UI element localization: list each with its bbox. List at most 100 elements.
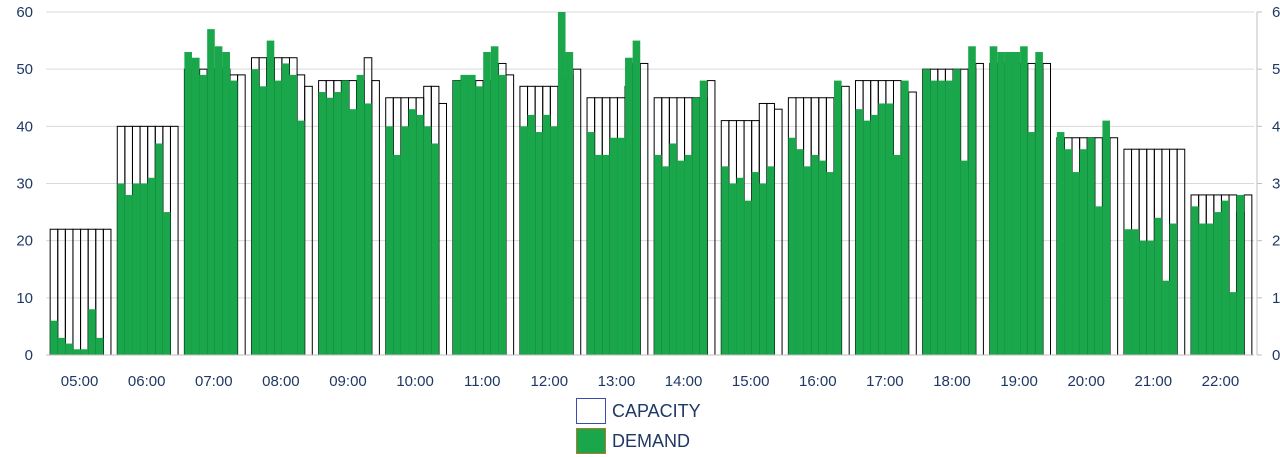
demand-bar: [1161, 280, 1170, 355]
demand-bar: [878, 103, 886, 355]
demand-bar: [162, 212, 171, 355]
demand-bar: [751, 172, 760, 355]
y-tick-label: 40: [16, 118, 33, 135]
x-tick-label: 21:00: [1135, 373, 1173, 390]
x-tick-label: 11:00: [464, 373, 500, 390]
demand-bar: [535, 132, 543, 355]
demand-bar: [1094, 206, 1103, 355]
y-tick-label: 30: [16, 176, 33, 193]
capacity-bar: [438, 102, 448, 356]
demand-bar: [1102, 120, 1111, 355]
y-tick-label: 10: [16, 290, 33, 307]
demand-bar: [289, 74, 298, 355]
demand-bar: [632, 40, 641, 355]
capacity-bar: [72, 228, 82, 356]
capacity-bar: [773, 108, 783, 356]
demand-bar: [997, 52, 1005, 356]
demand-bar: [349, 109, 357, 355]
demand-bar: [870, 114, 879, 356]
y2-tick-label: 3: [1272, 176, 1280, 193]
legend-swatch-demand: [576, 428, 606, 454]
demand-bar: [318, 92, 327, 356]
capacity-bar: [237, 74, 246, 356]
demand-bar: [490, 46, 499, 356]
demand-bar: [498, 74, 507, 355]
demand-bar: [728, 183, 737, 355]
x-tick-label: 14:00: [665, 373, 703, 390]
y2-tick-label: 6: [1272, 4, 1280, 21]
demand-bar: [594, 154, 603, 355]
demand-bar: [266, 40, 275, 355]
x-axis: 05:00 06:00 07:00 08:00 09:00 10:00 11:00 12:00…: [46, 354, 1254, 390]
demand-bar: [1206, 223, 1214, 355]
demand-bar: [953, 69, 961, 356]
demand-bar: [557, 12, 566, 355]
demand-bar: [326, 97, 334, 355]
capacity-bar: [1042, 62, 1052, 356]
demand-bar: [117, 183, 125, 355]
demand-bar: [1221, 200, 1230, 355]
demand-bar: [676, 160, 685, 355]
demand-bars: [50, 12, 1245, 356]
legend-label-capacity: CAPACITY: [612, 400, 701, 421]
demand-bar: [1012, 52, 1021, 356]
demand-bar: [1198, 223, 1207, 355]
demand-bar: [1004, 52, 1013, 356]
demand-bar: [222, 52, 230, 356]
x-tick-label: 19:00: [1000, 373, 1038, 390]
y-axis-right: 0 1 2 3 4 5 6: [1256, 4, 1280, 364]
legend-item-demand: DEMAND: [576, 426, 701, 456]
demand-bar: [393, 154, 401, 355]
demand-bar: [759, 183, 767, 355]
demand-bar: [72, 349, 81, 355]
demand-bar: [251, 69, 260, 356]
capacity-bar: [1176, 148, 1186, 356]
y2-tick-label: 1: [1272, 290, 1280, 307]
demand-bar: [565, 52, 574, 356]
capacity-bar: [975, 62, 984, 356]
demand-bar: [550, 126, 558, 355]
x-tick-label: 17:00: [866, 373, 904, 390]
demand-bar: [684, 154, 693, 355]
demand-bar: [893, 154, 902, 355]
demand-bar: [416, 114, 424, 356]
demand-bar: [1035, 52, 1043, 356]
capacity-bar: [572, 68, 582, 356]
demand-bar: [80, 349, 89, 355]
demand-bar: [901, 80, 909, 355]
demand-bar: [721, 166, 729, 355]
capacity-bar: [80, 228, 89, 356]
demand-bar: [460, 74, 469, 355]
demand-bar: [147, 177, 156, 355]
demand-bar: [542, 114, 551, 356]
demand-bar: [408, 109, 417, 355]
demand-bar: [625, 57, 633, 355]
demand-bar: [1087, 137, 1095, 355]
demand-bar: [803, 166, 812, 355]
demand-bar: [385, 126, 394, 355]
demand-bar: [475, 86, 484, 356]
x-tick-label: 20:00: [1067, 373, 1105, 390]
demand-bar: [155, 143, 163, 355]
demand-bar: [1236, 194, 1245, 355]
demand-bar: [229, 80, 238, 355]
y2-tick-label: 4: [1272, 118, 1280, 135]
capacity-bar: [95, 228, 104, 356]
demand-bar: [811, 154, 819, 355]
demand-bar: [356, 74, 365, 355]
demand-bar: [132, 183, 141, 355]
demand-bar: [1213, 212, 1222, 355]
demand-bar: [184, 52, 192, 356]
demand-bar: [930, 80, 938, 355]
demand-bar: [885, 103, 894, 355]
legend-label-demand: DEMAND: [612, 430, 691, 451]
demand-bar: [587, 132, 595, 355]
capacity-bar: [64, 228, 74, 356]
x-tick-label: 13:00: [598, 373, 636, 390]
demand-bar: [863, 120, 871, 355]
y-tick-label: 50: [16, 61, 33, 78]
demand-bar: [1056, 132, 1065, 355]
demand-bar: [191, 57, 200, 355]
demand-bar: [259, 86, 267, 356]
x-tick-label: 12:00: [531, 373, 569, 390]
